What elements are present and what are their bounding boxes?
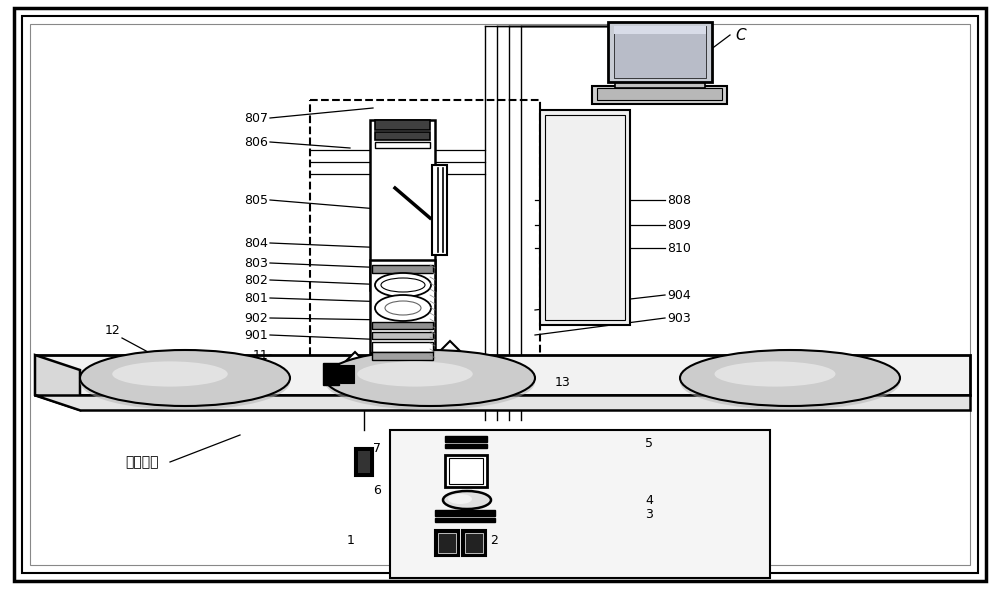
Text: C: C — [735, 28, 746, 43]
Ellipse shape — [443, 491, 491, 509]
Bar — [435, 518, 495, 522]
Text: 903: 903 — [667, 311, 691, 324]
Text: 902: 902 — [244, 311, 268, 324]
Bar — [370, 260, 435, 360]
Ellipse shape — [80, 350, 290, 406]
Polygon shape — [35, 395, 970, 410]
Bar — [340, 365, 354, 383]
Text: 1: 1 — [347, 533, 355, 546]
Text: 5: 5 — [645, 436, 653, 449]
Ellipse shape — [680, 350, 900, 406]
Bar — [310, 100, 540, 395]
Text: 802: 802 — [244, 274, 268, 287]
Bar — [614, 26, 706, 34]
Bar — [375, 142, 430, 148]
Bar — [615, 78, 705, 88]
Bar — [608, 22, 712, 82]
Text: 6: 6 — [373, 484, 381, 497]
Ellipse shape — [325, 354, 535, 410]
Bar — [597, 88, 722, 100]
Text: 10: 10 — [357, 455, 373, 468]
Text: 807: 807 — [244, 111, 268, 124]
Ellipse shape — [448, 494, 472, 504]
Text: 11: 11 — [252, 349, 268, 362]
Polygon shape — [35, 355, 80, 410]
Text: 801: 801 — [244, 291, 268, 304]
Bar — [465, 533, 483, 553]
Polygon shape — [370, 345, 390, 365]
Text: 804: 804 — [244, 236, 268, 249]
Polygon shape — [466, 354, 486, 374]
Bar — [540, 110, 630, 325]
Text: 904: 904 — [667, 288, 691, 301]
Polygon shape — [344, 352, 366, 374]
Bar — [375, 120, 430, 130]
Bar — [372, 322, 433, 329]
Ellipse shape — [375, 295, 431, 321]
Text: 4: 4 — [645, 494, 653, 507]
Bar — [375, 132, 430, 140]
Polygon shape — [439, 341, 461, 363]
Bar — [462, 530, 486, 556]
Text: 806: 806 — [244, 136, 268, 149]
Text: 待测区域: 待测区域 — [125, 455, 159, 469]
Bar — [370, 120, 435, 290]
Bar — [355, 448, 373, 476]
Bar — [438, 533, 456, 553]
Text: 805: 805 — [244, 194, 268, 207]
Ellipse shape — [680, 354, 900, 410]
Text: 901: 901 — [244, 329, 268, 342]
Bar — [435, 530, 459, 556]
Ellipse shape — [112, 361, 228, 387]
Bar — [449, 458, 483, 484]
Bar — [614, 26, 706, 78]
Bar — [372, 265, 433, 273]
Text: 2: 2 — [490, 533, 498, 546]
Bar — [372, 342, 433, 352]
Ellipse shape — [375, 273, 431, 297]
Ellipse shape — [325, 350, 535, 406]
Bar — [372, 352, 433, 360]
Bar — [445, 444, 487, 448]
Polygon shape — [35, 355, 970, 395]
Text: 3: 3 — [645, 507, 653, 520]
Text: 809: 809 — [667, 218, 691, 231]
Bar — [372, 332, 433, 339]
Ellipse shape — [80, 354, 290, 410]
Text: 7: 7 — [373, 442, 381, 455]
Bar — [323, 363, 339, 385]
Bar — [545, 115, 625, 320]
Ellipse shape — [714, 361, 835, 387]
Text: 13: 13 — [555, 375, 571, 388]
Bar — [432, 165, 447, 255]
Text: 810: 810 — [667, 242, 691, 255]
Text: 803: 803 — [244, 256, 268, 269]
Bar — [592, 86, 727, 104]
Text: 11: 11 — [339, 363, 355, 377]
Text: 808: 808 — [667, 194, 691, 207]
Ellipse shape — [357, 361, 473, 387]
Bar — [445, 455, 487, 487]
Bar — [435, 510, 495, 516]
Bar — [390, 430, 770, 578]
Bar — [445, 436, 487, 442]
Bar — [358, 451, 370, 473]
Text: 12: 12 — [105, 323, 121, 336]
